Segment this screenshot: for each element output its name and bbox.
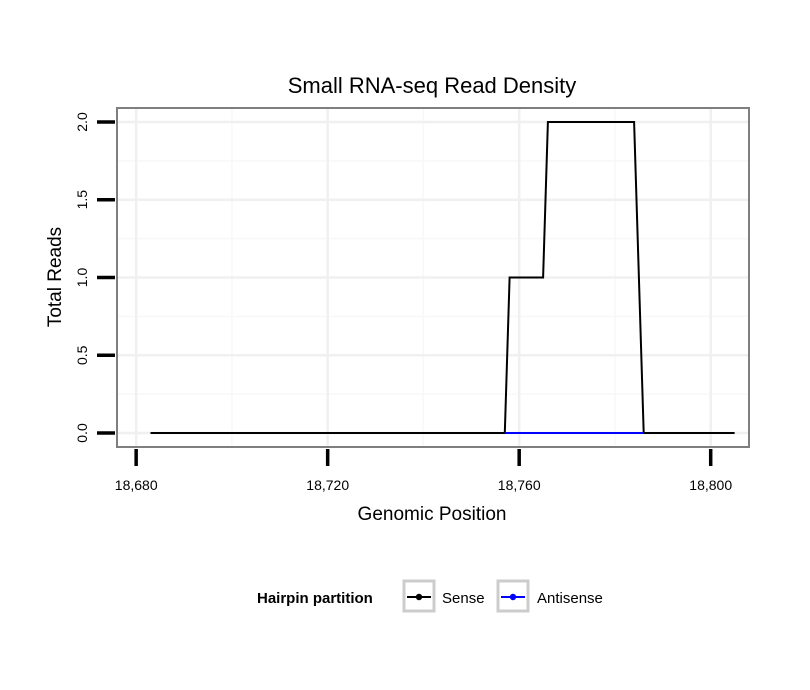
y-tick-label: 1.5 [74,190,90,210]
y-tick-label: 1.0 [74,268,90,288]
y-tick-label: 2.0 [74,112,90,132]
legend: Hairpin partition Sense Antisense [257,579,603,613]
legend-marker-antisense [509,593,517,601]
chart-title: Small RNA-seq Read Density [288,73,577,98]
legend-item-sense: Sense [402,579,485,613]
y-tick-label: 0.0 [74,423,90,443]
series-line-sense [150,121,735,434]
y-axis: 0.0 0.5 1.0 1.5 2.0 [74,112,115,443]
legend-marker-sense [415,593,423,601]
y-tick-label: 0.5 [74,345,90,365]
x-tick-label: 18,760 [498,477,541,493]
legend-label-sense: Sense [442,590,485,607]
x-axis: 18,680 18,720 18,760 18,800 [115,449,732,493]
legend-label-antisense: Antisense [537,590,603,607]
legend-title: Hairpin partition [257,590,373,607]
x-tick-label: 18,680 [115,477,158,493]
plot-panel-border [116,107,750,448]
x-axis-title: Genomic Position [358,504,507,525]
x-tick-label: 18,720 [306,477,349,493]
x-tick-label: 18,800 [689,477,732,493]
legend-item-antisense: Antisense [496,579,603,613]
series-layer [150,121,735,434]
y-axis-title: Total Reads [45,227,66,327]
